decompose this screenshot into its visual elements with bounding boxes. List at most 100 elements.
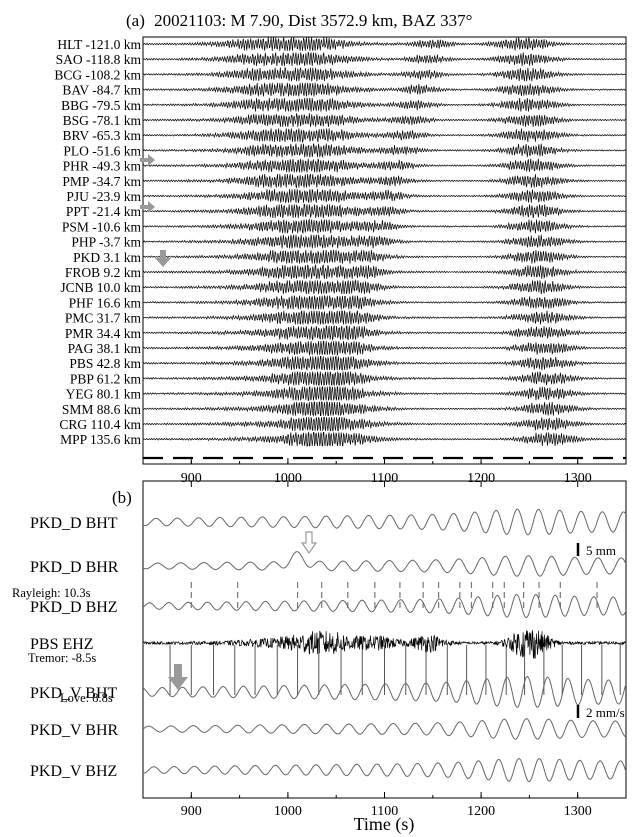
tremor-annotation: Tremor: -8.5s	[28, 651, 96, 665]
station-label: CRG 110.4 km	[59, 417, 141, 432]
x-tick-label: 1300	[564, 804, 592, 819]
station-label: PHR -49.3 km	[63, 159, 142, 174]
panel-b-phase-lines	[169, 582, 621, 695]
station-label: HLT -121.0 km	[57, 37, 141, 52]
station-label: PMC 31.7 km	[65, 311, 142, 326]
gray-right-arrow-icon	[140, 201, 155, 213]
station-label: PKD 3.1 km	[73, 250, 141, 265]
panel-a-label: (a)	[126, 11, 145, 30]
component-trace	[142, 718, 627, 740]
x-tick-label: 1200	[467, 471, 495, 486]
station-trace	[142, 294, 627, 310]
station-label: PBP 61.2 km	[70, 371, 142, 386]
station-trace	[142, 234, 627, 249]
station-label: YEG 80.1 km	[66, 387, 142, 402]
panel-a-title: (a) 20021103: M 7.90, Dist 3572.9 km, BA…	[126, 11, 472, 30]
gray-right-arrow-icon	[140, 154, 155, 166]
station-trace	[142, 36, 627, 51]
station-label: PAG 38.1 km	[68, 341, 142, 356]
station-label: PPT -21.4 km	[66, 204, 142, 219]
station-trace	[142, 189, 626, 203]
station-trace	[142, 310, 626, 325]
x-tick-label: 900	[181, 471, 202, 486]
station-trace	[142, 143, 627, 158]
station-trace	[142, 158, 626, 173]
panel-b-trace-labels: PKD_D BHT PKD_D BHR PKD_D BHZ PBS EHZ PKD_V …	[30, 515, 119, 780]
trace-label: PKD_V BHZ	[30, 763, 117, 780]
x-tick-label: 1000	[274, 471, 302, 486]
panel-b-annotations: Rayleigh: 10.3s Tremor: -8.5s Love: 8.8s…	[12, 531, 625, 720]
velocity-scale-label: 2 mm/s	[586, 705, 625, 720]
x-tick-label: 1100	[371, 471, 398, 486]
station-trace	[142, 340, 626, 357]
station-label: PMR 34.4 km	[65, 326, 142, 341]
station-label: MPP 135.6 km	[60, 432, 141, 447]
trace-label: PBS EHZ	[30, 636, 94, 653]
x-tick-label: 1300	[564, 471, 592, 486]
station-label: BRV -65.3 km	[62, 128, 141, 143]
station-label: BSG -78.1 km	[63, 113, 142, 128]
station-trace	[142, 385, 626, 401]
panel-a-x-axis: 900 1000 1100 1200 1300	[142, 458, 627, 486]
station-trace	[142, 249, 626, 264]
station-label: FROB 9.2 km	[65, 265, 142, 280]
component-trace	[143, 757, 627, 783]
station-trace	[142, 51, 626, 67]
record-section-panel: (a) 20021103: M 7.90, Dist 3572.9 km, BA…	[54, 11, 627, 486]
station-label: PLO -51.6 km	[63, 143, 141, 158]
station-trace	[142, 279, 627, 295]
component-trace	[142, 630, 627, 659]
panel-a-traces	[142, 36, 627, 460]
station-label: JCNB 10.0 km	[60, 280, 141, 295]
panel-a-title-text: 20021103: M 7.90, Dist 3572.9 km, BAZ 33…	[154, 11, 472, 30]
station-label: PSM -10.6 km	[62, 219, 142, 234]
station-trace	[142, 113, 626, 127]
station-label: PHP -3.7 km	[71, 235, 141, 250]
trace-label: PKD_D BHZ	[30, 599, 118, 616]
station-label: PBS 42.8 km	[69, 356, 141, 371]
station-label: BAV -84.7 km	[62, 83, 141, 98]
station-trace	[142, 128, 627, 144]
station-label: PJU -23.9 km	[66, 189, 141, 204]
panel-a-arrows	[140, 154, 171, 267]
gray-down-arrow-icon	[155, 250, 171, 267]
station-trace	[142, 263, 627, 279]
trace-label: PKD_D BHR	[30, 559, 119, 576]
component-trace	[142, 593, 627, 619]
station-trace	[142, 66, 626, 82]
station-trace	[142, 203, 626, 219]
station-trace	[142, 355, 626, 372]
station-trace	[143, 218, 627, 234]
component-trace	[142, 675, 627, 708]
panel-b-x-axis: 900 1000 1100 1200 1300	[142, 481, 627, 819]
x-tick-label: 1000	[274, 804, 302, 819]
station-trace	[142, 97, 627, 112]
rayleigh-annotation: Rayleigh: 10.3s	[12, 586, 91, 600]
trace-label: PKD_D BHT	[30, 515, 118, 532]
station-trace	[142, 173, 627, 189]
x-tick-label: 1200	[467, 804, 495, 819]
station-label: SMM 88.6 km	[62, 402, 142, 417]
station-label: BCG -108.2 km	[54, 67, 141, 82]
station-trace	[142, 325, 627, 341]
displacement-scale-label: 5 mm	[586, 543, 616, 558]
station-label: BBG -79.5 km	[61, 98, 141, 113]
station-trace	[142, 371, 627, 387]
panel-b-traces	[142, 508, 627, 783]
love-annotation: Love: 8.8s	[60, 691, 113, 705]
x-tick-label: 1100	[371, 804, 398, 819]
component-trace	[142, 508, 627, 536]
open-arrow-icon	[300, 531, 318, 555]
x-tick-label: 900	[181, 804, 202, 819]
x-axis-label: Time (s)	[354, 814, 415, 835]
station-label: PHF 16.6 km	[69, 295, 142, 310]
station-trace	[142, 401, 626, 417]
component-trace	[142, 551, 627, 577]
station-trace	[142, 82, 627, 97]
trace-label: PKD_V BHT	[30, 685, 118, 702]
panel-a-frame	[142, 36, 627, 465]
trace-label: PKD_V BHR	[30, 722, 119, 739]
